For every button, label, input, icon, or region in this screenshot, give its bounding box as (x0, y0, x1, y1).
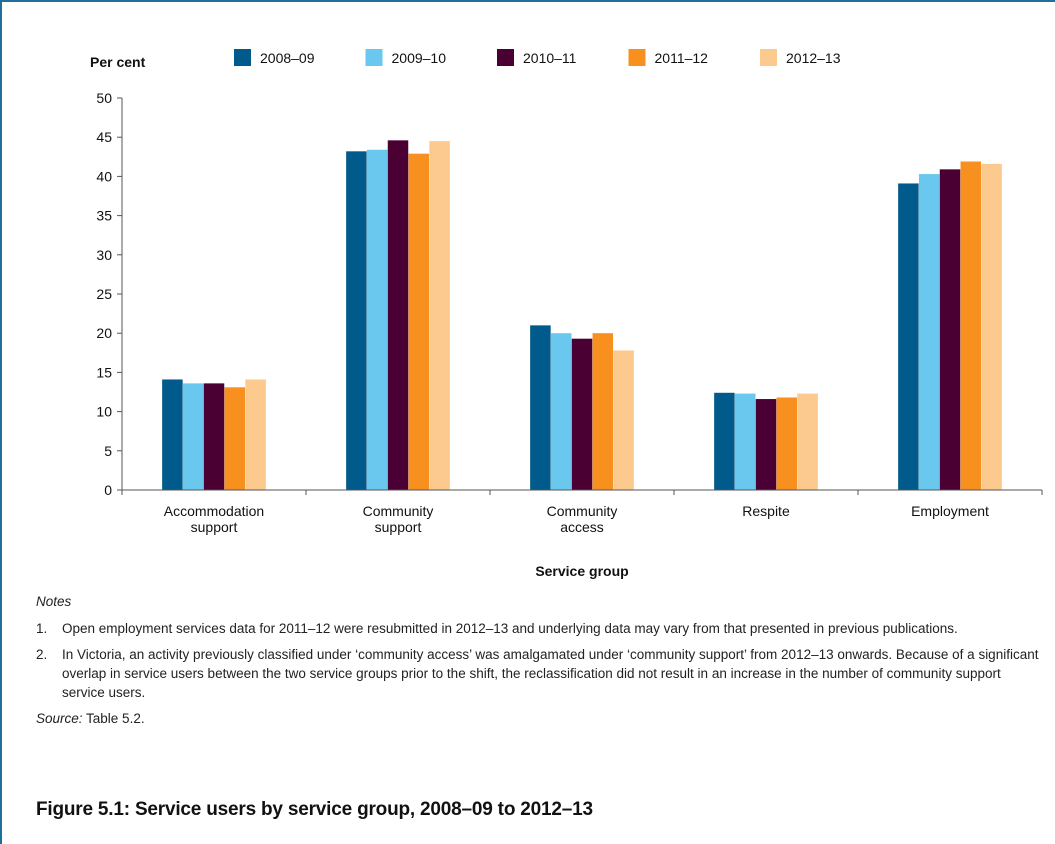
bar (939, 169, 961, 490)
bar (898, 183, 919, 490)
notes-block: Notes 1. Open employment services data f… (36, 592, 1046, 728)
y-tick-label: 0 (104, 482, 112, 498)
legend: 2008–09 2009–10 2010–11 2011–12 2012–13 (234, 49, 841, 66)
x-axis-title: Service group (535, 563, 628, 579)
bar (550, 333, 572, 490)
legend-label: 2010–11 (523, 50, 577, 66)
y-tick-label: 50 (96, 90, 112, 106)
bar-chart: 2008–09 2009–10 2010–11 2011–12 2012–13 0 5 10… (90, 49, 1043, 579)
bar (755, 399, 777, 490)
notes-heading: Notes (36, 594, 72, 609)
figure-title: Figure 5.1: Service users by service gro… (36, 799, 593, 820)
bar (366, 149, 388, 490)
note-item: 2. In Victoria, an activity previously c… (36, 645, 1046, 702)
x-category-label: Employment (911, 503, 989, 519)
note-text: In Victoria, an activity previously clas… (62, 647, 1039, 700)
bar (429, 141, 450, 490)
x-category-label: Accommodation (164, 503, 264, 519)
legend-label: 2008–09 (260, 50, 315, 66)
note-number: 2. (36, 647, 48, 662)
bar (346, 151, 367, 490)
legend-swatch (365, 49, 383, 66)
legend-label: 2012–13 (786, 50, 841, 66)
y-tick-label: 30 (96, 247, 112, 263)
bar (530, 325, 551, 490)
note-item: 1. Open employment services data for 201… (36, 619, 1046, 638)
bar (960, 161, 982, 490)
x-category-label: Community (363, 503, 434, 519)
source-line: Source: Table 5.2. (36, 709, 1046, 728)
y-tick-label: 10 (96, 404, 112, 420)
x-axis: AccommodationsupportCommunitysupportComm… (121, 489, 1043, 579)
bar (797, 393, 818, 490)
bar (245, 379, 266, 490)
bar (714, 392, 735, 490)
source-label: Source: (36, 711, 83, 726)
x-category-label: support (191, 519, 238, 535)
bar (387, 140, 409, 490)
bar (571, 338, 593, 490)
bar (592, 333, 614, 490)
legend-swatch (234, 49, 251, 66)
y-tick-label: 25 (96, 286, 112, 302)
bar (734, 393, 756, 490)
x-category-label: access (560, 519, 604, 535)
bar (981, 163, 1002, 490)
x-category-label: Respite (742, 503, 790, 519)
legend-swatch (497, 49, 514, 66)
y-tick-label: 5 (104, 443, 112, 459)
y-tick-label: 20 (96, 325, 112, 341)
bar (613, 350, 634, 490)
y-tick-label: 15 (96, 364, 112, 380)
bar (776, 397, 798, 490)
bar (918, 174, 940, 490)
bars (162, 140, 1002, 490)
y-tick-label: 40 (96, 168, 112, 184)
y-tick-label: 35 (96, 208, 112, 224)
bar (182, 383, 204, 490)
bar (224, 387, 246, 490)
legend-swatch (628, 49, 646, 66)
source-text: Table 5.2. (82, 711, 145, 726)
y-axis-title: Per cent (90, 54, 146, 70)
bar (203, 383, 225, 490)
bar (408, 153, 430, 490)
y-axis: 0 5 10 15 20 25 30 35 40 45 50 Per cent (90, 54, 146, 498)
x-category-label: support (375, 519, 422, 535)
legend-label: 2009–10 (392, 50, 447, 66)
legend-label: 2011–12 (655, 50, 709, 66)
legend-swatch (760, 49, 777, 66)
y-tick-label: 45 (96, 129, 112, 145)
note-text: Open employment services data for 2011–1… (62, 621, 958, 636)
x-category-label: Community (547, 503, 618, 519)
bar (162, 379, 183, 490)
note-number: 1. (36, 621, 48, 636)
